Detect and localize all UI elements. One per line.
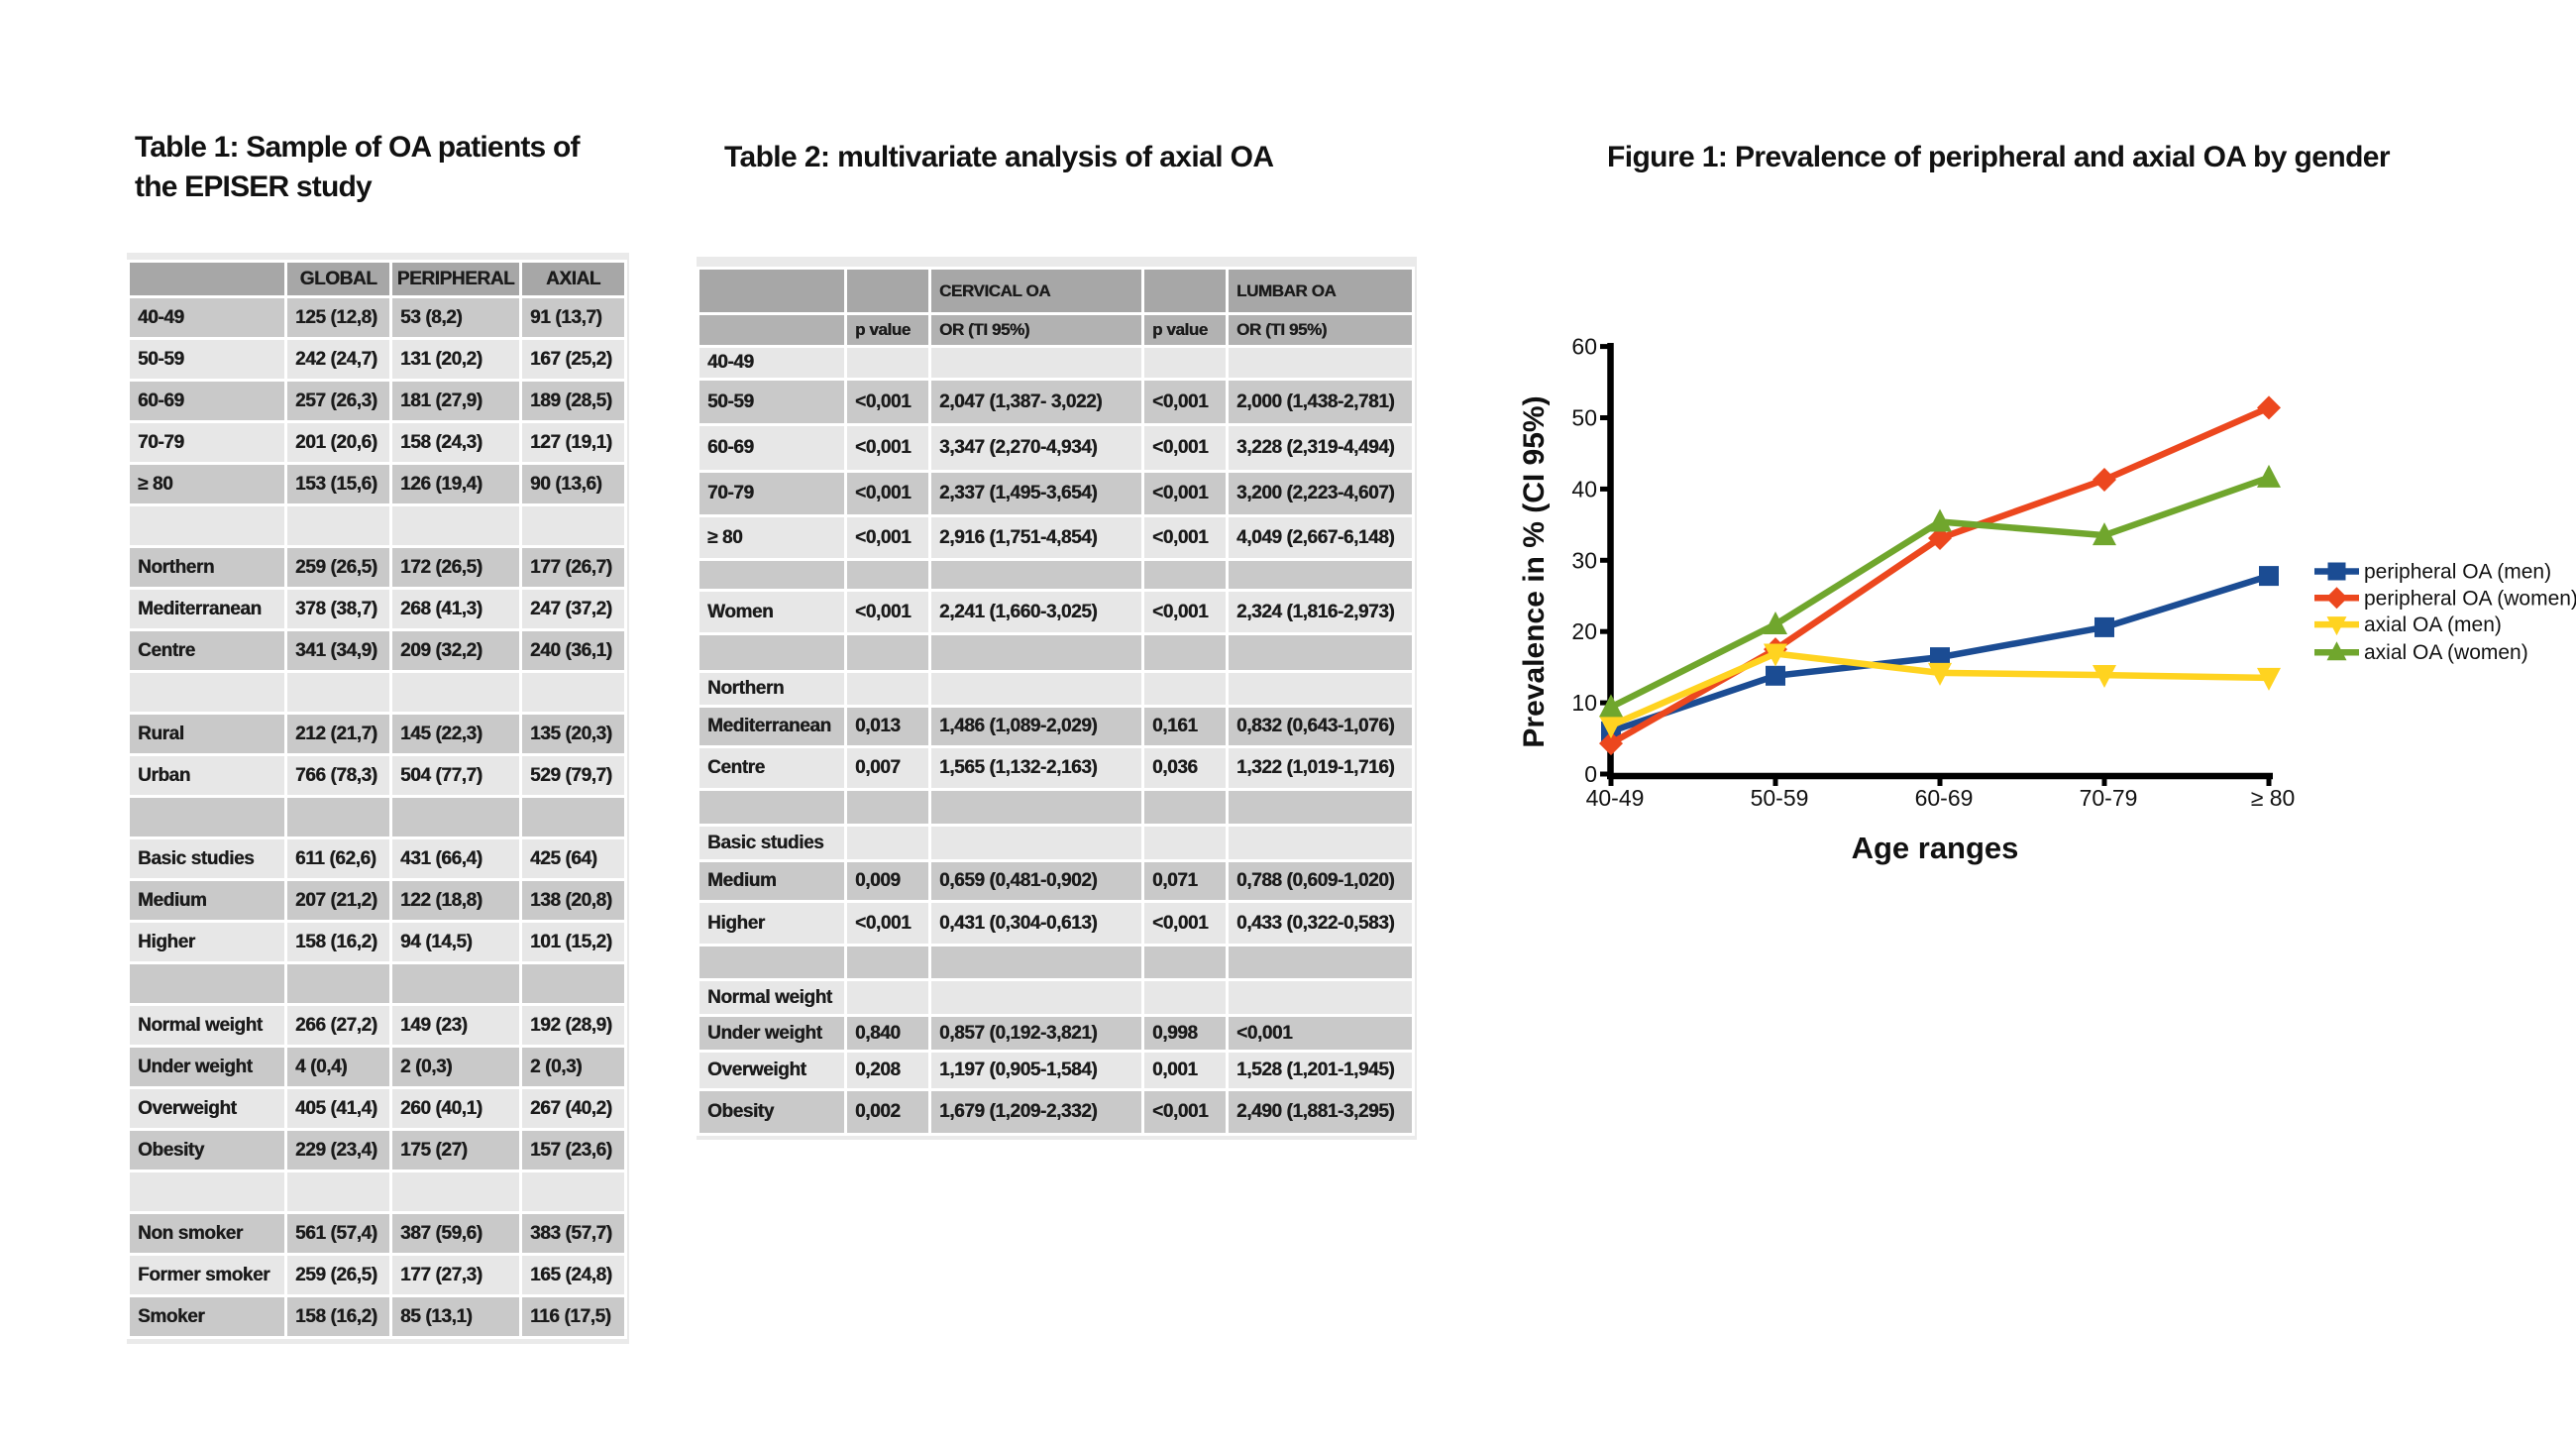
svg-text:40: 40 xyxy=(1571,476,1597,502)
svg-text:30: 30 xyxy=(1571,547,1597,573)
svg-text:50: 50 xyxy=(1571,405,1597,431)
svg-text:≥ 80: ≥ 80 xyxy=(2251,785,2296,811)
svg-text:Prevalence in % (CI 95%): Prevalence in % (CI 95%) xyxy=(1518,395,1551,747)
svg-text:Age ranges: Age ranges xyxy=(1852,831,2019,865)
svg-text:50-59: 50-59 xyxy=(1751,785,1809,811)
svg-text:0: 0 xyxy=(1584,761,1597,787)
svg-text:peripheral OA (men): peripheral OA (men) xyxy=(2364,561,2551,584)
svg-text:10: 10 xyxy=(1571,690,1597,716)
svg-text:axial OA (men): axial OA (men) xyxy=(2364,613,2502,636)
svg-text:60: 60 xyxy=(1571,334,1597,360)
svg-text:20: 20 xyxy=(1571,618,1597,644)
svg-text:60-69: 60-69 xyxy=(1915,785,1974,811)
svg-text:axial OA (women): axial OA (women) xyxy=(2364,641,2528,664)
svg-text:70-79: 70-79 xyxy=(2080,785,2138,811)
svg-text:peripheral OA (women): peripheral OA (women) xyxy=(2364,587,2576,610)
svg-text:40-49: 40-49 xyxy=(1586,785,1645,811)
